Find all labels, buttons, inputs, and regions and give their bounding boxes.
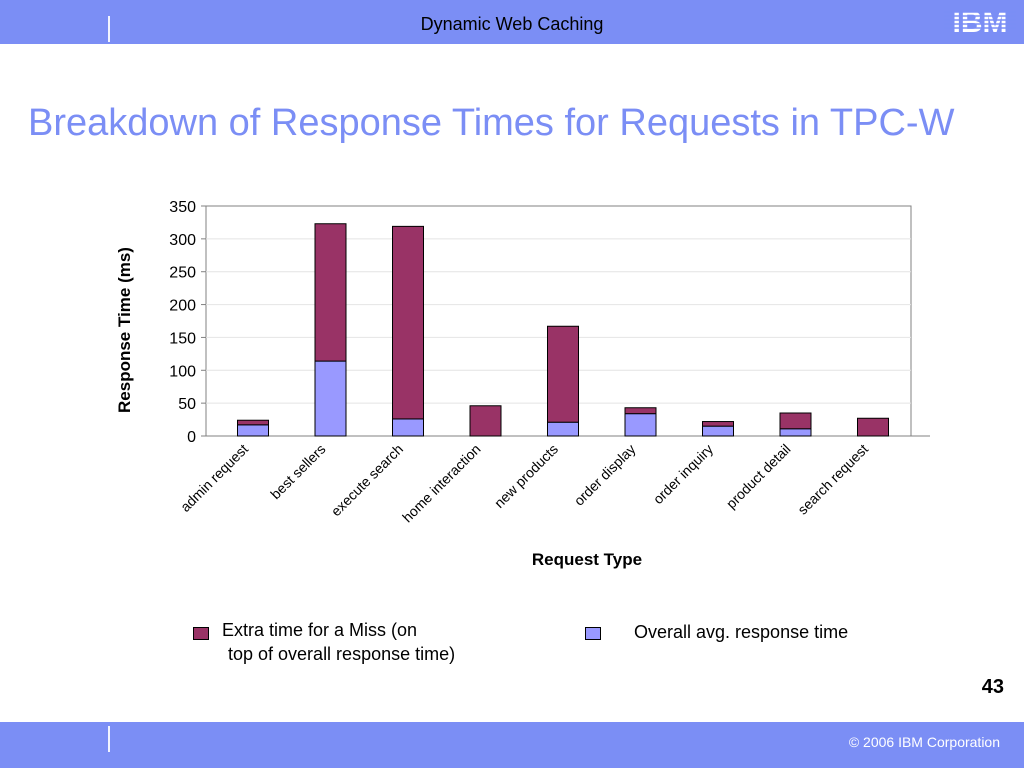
y-tick-label: 50	[178, 396, 196, 413]
bar-segment-miss	[469, 405, 502, 437]
x-tick-label: product detail	[723, 441, 794, 512]
x-tick-label: home interaction	[399, 441, 484, 526]
ibm-logo: IBM	[944, 6, 1016, 38]
y-tick-label: 350	[169, 199, 196, 216]
x-tick-label: search request	[794, 441, 871, 518]
bar-segment-overall	[392, 418, 424, 437]
legend-swatch-overall	[585, 627, 601, 640]
x-tick-label: best sellers	[267, 441, 328, 502]
bar-segment-overall	[237, 424, 269, 437]
bar-segment-overall	[547, 421, 579, 437]
footer-divider	[108, 726, 110, 752]
copyright: © 2006 IBM Corporation	[848, 734, 1000, 750]
bar-segment-overall	[314, 360, 347, 437]
y-axis-title: Response Time (ms)	[115, 247, 134, 413]
bar-segment-miss	[779, 412, 812, 430]
legend-swatch-miss	[193, 627, 209, 640]
x-tick-label: order display	[571, 441, 639, 509]
slide-title: Breakdown of Response Times for Requests…	[28, 102, 955, 144]
legend-label-miss-line1: Extra time for a Miss (on	[222, 620, 418, 640]
footer-bar	[0, 722, 1024, 768]
page-number: 43	[981, 676, 1004, 698]
y-tick-label: 250	[169, 265, 196, 282]
bar-segment-overall	[779, 428, 812, 437]
legend-label-miss-line2: top of overall response time)	[228, 644, 456, 664]
svg-text:IBM: IBM	[953, 6, 1008, 38]
header-bar	[0, 0, 1024, 44]
bar-segment-overall	[702, 425, 734, 437]
x-tick-label: new products	[491, 441, 561, 511]
x-tick-label: admin request	[177, 441, 251, 515]
header-title: Dynamic Web Caching	[420, 14, 604, 34]
bar-segment-miss	[237, 419, 269, 426]
bar-segment-miss	[857, 417, 889, 437]
x-tick-label: execute search	[328, 441, 406, 519]
bar-segment-miss	[547, 325, 579, 423]
legend-label-overall: Overall avg. response time	[634, 622, 849, 642]
bar-segment-miss	[624, 407, 657, 415]
bar-segment-overall	[624, 413, 657, 437]
bar-segment-miss	[314, 223, 347, 362]
y-tick-label: 0	[187, 429, 196, 446]
y-tick-label: 150	[169, 330, 196, 347]
x-axis-title: Request Type	[532, 550, 642, 569]
stacked-bar-chart: 0 50 100 150 200 250 300 350 admin request best s…	[115, 199, 930, 569]
header-divider	[108, 16, 110, 42]
y-tick-label: 300	[169, 232, 196, 249]
bar-segment-miss	[392, 225, 424, 420]
bar-segment-miss	[702, 421, 734, 427]
y-tick-label: 100	[169, 363, 196, 380]
y-tick-label: 200	[169, 298, 196, 315]
x-tick-label: order inquiry	[650, 441, 716, 507]
